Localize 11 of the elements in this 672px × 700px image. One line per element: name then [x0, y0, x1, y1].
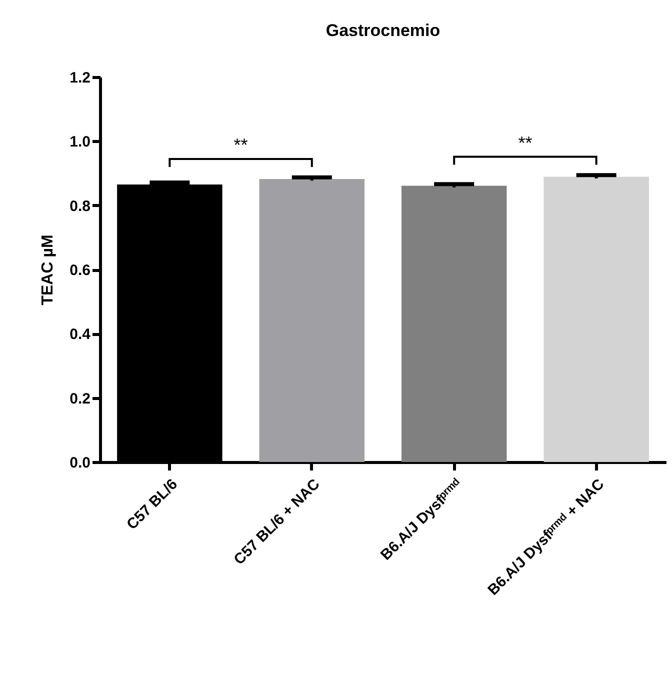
y-axis-title: TEAC µM [40, 234, 57, 306]
annotation: ** [518, 132, 532, 153]
y-tick-label: 0.0 [70, 454, 90, 472]
y-tick-label: 1.2 [70, 70, 90, 86]
y-tick-label: 0.8 [70, 198, 90, 215]
y-tick-label: 0.2 [70, 390, 90, 408]
y-tick-label: 1.0 [70, 134, 90, 151]
chart-title: Gastrocnemio [326, 21, 440, 40]
y-tick-label: 0.6 [70, 262, 90, 279]
y-tick-label: 0.4 [70, 326, 92, 344]
annotation: ** [234, 135, 248, 156]
